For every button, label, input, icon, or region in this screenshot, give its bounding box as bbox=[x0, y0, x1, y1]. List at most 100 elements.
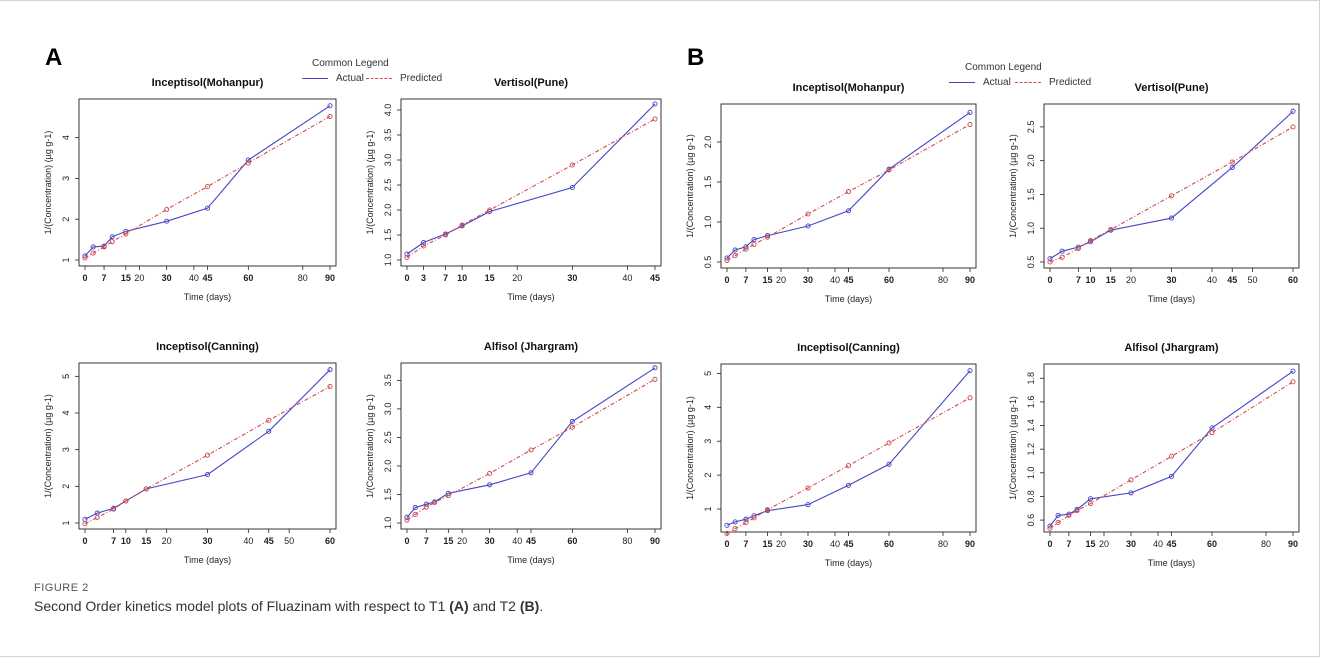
plot-b-3-x-tick-label: 15 bbox=[762, 539, 772, 549]
legend-predicted-swatch bbox=[1015, 82, 1041, 83]
plot-b-4-predicted-point bbox=[1055, 519, 1061, 526]
plot-b-2-y-axis-label: 1/(Concentration) (µg g-1) bbox=[1008, 134, 1018, 238]
plot-a-1-actual-point bbox=[245, 157, 251, 163]
plot-b-3-y-axis-label: 1/(Concentration) (µg g-1) bbox=[685, 396, 695, 500]
plot-a-4-y-tick-label: 1.5 bbox=[383, 488, 393, 501]
plot-b-4-x-tick-label: 7 bbox=[1066, 539, 1071, 549]
plot-a-2-x-axis-label: Time (days) bbox=[507, 292, 554, 302]
plot-a-2-predicted-point bbox=[569, 162, 575, 168]
plot-a-4-actual-point bbox=[412, 505, 418, 511]
plot-b-2-x-tick-label: 30 bbox=[1166, 275, 1176, 285]
plot-a-2-y-tick-label: 4.0 bbox=[383, 104, 393, 117]
plot-a-1-actual-point bbox=[164, 218, 170, 224]
plot-b-2-actual-line bbox=[1049, 110, 1294, 260]
plot-a-4-x-tick-label: 90 bbox=[650, 536, 660, 546]
plot-b-2-predicted-point bbox=[1108, 227, 1114, 233]
plot-b-4-x-tick-label: 60 bbox=[1207, 539, 1217, 549]
plot-a-1-x-tick-label: 80 bbox=[298, 273, 308, 283]
plot-b-2-x-tick-label: 0 bbox=[1047, 275, 1052, 285]
plot-a-1-y-tick-label: 4 bbox=[61, 135, 71, 140]
plot-a-2-y-tick-label: 1.5 bbox=[383, 229, 393, 242]
plot-a-4-actual-point bbox=[404, 514, 410, 520]
plot-b-1-x-tick-label: 7 bbox=[743, 275, 748, 285]
plot-b-3-x-tick-label: 0 bbox=[724, 539, 729, 549]
plot-a-4-predicted-point bbox=[412, 511, 418, 517]
caption-mid: and T2 bbox=[468, 598, 520, 614]
plot-b-2-frame bbox=[1043, 103, 1300, 269]
plot-b-4-y-tick-label: 1.2 bbox=[1026, 443, 1036, 456]
plot-b-2-x-tick-label: 7 bbox=[1076, 275, 1081, 285]
plot-b-2-predicted-point bbox=[1075, 245, 1081, 252]
plot-b-3-predicted-point bbox=[967, 395, 973, 401]
plot-b-4-y-tick-label: 1.6 bbox=[1026, 396, 1036, 409]
plot-b-3-actual-point bbox=[967, 368, 973, 374]
kinetics-plots: Inceptisol(Mohanpur)0 7 15 20 30 40 45 60 80 90Ti… bbox=[43, 77, 1300, 568]
plot-a-3-y-tick-label: 3 bbox=[61, 447, 71, 452]
caption-panel-b: (B) bbox=[519, 598, 540, 614]
plot-a-4-y-tick-label: 2.0 bbox=[383, 460, 393, 473]
plot-b-2-x-tick-label: 40 bbox=[1207, 275, 1217, 285]
legend-actual-label: Actual bbox=[983, 77, 1011, 88]
plot-a-1-predicted-point bbox=[90, 250, 96, 256]
plot-b-4-predicted-point bbox=[1209, 430, 1215, 436]
plot-a-1-actual-point bbox=[204, 205, 211, 211]
plot-b-3-x-tick-label: 90 bbox=[965, 539, 975, 549]
plot-a-1-y-tick-label: 1 bbox=[61, 257, 71, 262]
plot-b-1-actual-point bbox=[845, 208, 852, 214]
plot-a-4-actual-point bbox=[652, 365, 658, 371]
plot-b-3-predicted-point bbox=[886, 440, 892, 446]
plot-a-1-x-tick-label: 40 bbox=[189, 273, 199, 283]
plot-b-4-y-tick-label: 0.8 bbox=[1026, 490, 1036, 503]
plot-b-4-x-axis-label: Time (days) bbox=[1148, 558, 1195, 568]
plot-a-1-actual-point bbox=[327, 103, 333, 109]
plot-a-4-y-tick-label: 3.5 bbox=[383, 374, 393, 387]
plot-b-4-y-tick-label: 1.8 bbox=[1026, 372, 1036, 385]
plot-a-3-predicted-point bbox=[82, 521, 88, 527]
plot-a-1-actual-line bbox=[84, 105, 331, 257]
plot-a-1-x-tick-label: 20 bbox=[134, 273, 144, 283]
plot-a-3-frame bbox=[78, 362, 337, 530]
legend-a: Common Legend Actual Predicted bbox=[280, 58, 480, 88]
plot-a-2-actual-point bbox=[652, 101, 658, 107]
plot-b-2-x-tick-label: 60 bbox=[1288, 275, 1298, 285]
plot-b-4-y-tick-label: 1.4 bbox=[1026, 419, 1036, 432]
plot-a-4-x-tick-label: 30 bbox=[485, 536, 495, 546]
plot-b-4-x-tick-label: 15 bbox=[1085, 539, 1095, 549]
plot-b-2-actual-point bbox=[1047, 256, 1053, 262]
plot-a-4-predicted-point bbox=[652, 376, 658, 382]
plot-a-2-x-tick-label: 30 bbox=[567, 273, 577, 283]
plot-b-2-actual-point bbox=[1290, 108, 1296, 114]
plot-a-1-y-tick-label: 3 bbox=[61, 176, 71, 181]
plot-a-2-predicted-point bbox=[420, 243, 427, 249]
plot-a-1-frame bbox=[78, 98, 337, 267]
plot-a-4-x-tick-label: 15 bbox=[443, 536, 453, 546]
plot-a-1-predicted-point bbox=[82, 255, 88, 261]
plot-b-3-predicted-point bbox=[751, 515, 757, 521]
caption-main: Second Order kinetics model plots of Flu… bbox=[34, 598, 450, 614]
plot-a-1-predicted-point bbox=[101, 244, 107, 250]
plot-b-3-actual-point bbox=[732, 519, 738, 525]
plot-a-4-frame bbox=[400, 362, 662, 530]
plot-b-1-actual-point bbox=[967, 109, 973, 115]
plot-b-3-y-tick-label: 1 bbox=[703, 507, 713, 512]
legend-actual: Actual bbox=[949, 77, 1011, 88]
legend-predicted-swatch bbox=[366, 78, 392, 79]
plot-b-2-predicted-point bbox=[1059, 254, 1065, 260]
plot-a-3-x-tick-label: 0 bbox=[82, 536, 87, 546]
plot-b-1-x-tick-label: 90 bbox=[965, 275, 975, 285]
plot-b-4-predicted-point bbox=[1047, 525, 1053, 531]
plot-b-4-x-tick-label: 20 bbox=[1099, 539, 1109, 549]
plot-b-1-predicted-point bbox=[751, 241, 757, 247]
legend-actual-swatch bbox=[949, 82, 975, 83]
plot-b-1-x-tick-label: 30 bbox=[803, 275, 813, 285]
plot-b-4-title: Alfisol (Jhargram) bbox=[1124, 342, 1218, 354]
plot-b-4-x-tick-label: 40 bbox=[1153, 539, 1163, 549]
plot-b-1-title: Inceptisol(Mohanpur) bbox=[793, 82, 905, 94]
plot-a-4-predicted-point bbox=[432, 499, 438, 506]
plot-a-3-y-axis-label: 1/(Concentration) (µg g-1) bbox=[43, 394, 53, 498]
plot-b-1-predicted-point bbox=[724, 257, 730, 263]
plot-b-1-predicted-point bbox=[967, 121, 973, 127]
panel-b-letter: B bbox=[687, 44, 705, 71]
legend-predicted-label: Predicted bbox=[400, 73, 443, 84]
plot-a-1-actual-point bbox=[82, 253, 88, 259]
